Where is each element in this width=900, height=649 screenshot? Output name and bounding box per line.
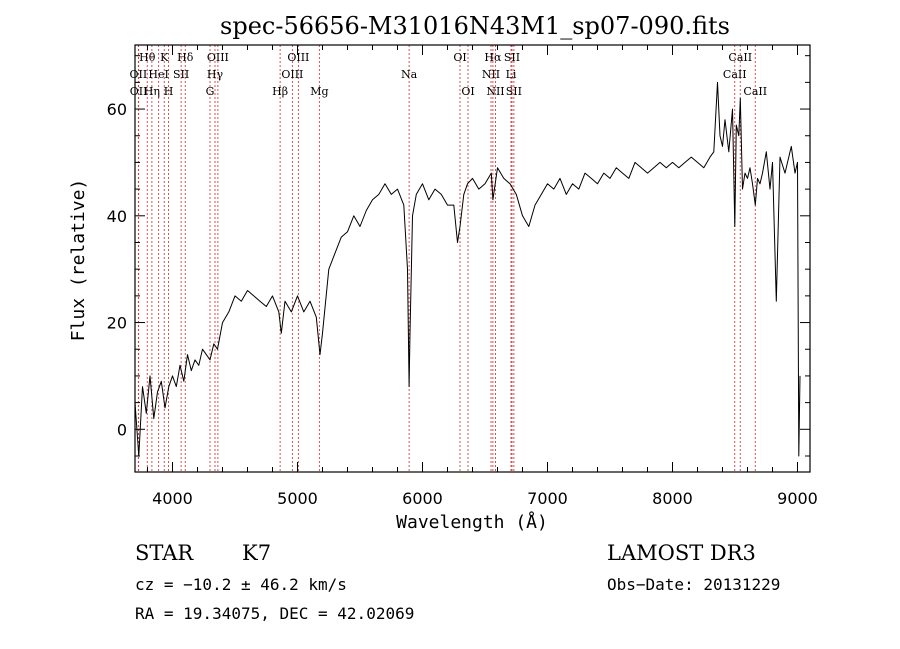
- spectrum-line: [134, 81, 801, 457]
- line-label: CaII: [728, 51, 752, 64]
- x-tick-label: 7000: [527, 489, 568, 508]
- x-tick-label: 9000: [777, 489, 818, 508]
- x-tick-label: 6000: [402, 489, 443, 508]
- emission-line-markers: [137, 45, 756, 472]
- line-label: SII: [506, 85, 522, 98]
- line-label: Hδ: [177, 51, 194, 64]
- x-tick-label: 4000: [152, 489, 193, 508]
- line-label: Mg: [310, 85, 328, 98]
- object-class: STAR: [135, 541, 194, 565]
- y-tick-label: 60: [107, 100, 127, 119]
- y-tick-label: 0: [117, 420, 127, 439]
- x-tick-label: 8000: [652, 489, 693, 508]
- line-label: OII: [130, 85, 148, 98]
- line-label: OIII: [207, 51, 229, 64]
- line-label: OI: [461, 85, 474, 98]
- line-label: OIII: [281, 68, 303, 81]
- line-label: OI: [453, 51, 466, 64]
- line-label: CaII: [743, 85, 767, 98]
- line-label: NII: [486, 85, 504, 98]
- line-label: Hα: [484, 51, 502, 64]
- sky-coordinates: RA = 19.34075, DEC = 42.02069: [135, 604, 414, 623]
- observation-date: Obs−Date: 20131229: [607, 575, 780, 594]
- line-label: H: [164, 85, 174, 98]
- line-label: Hη: [144, 85, 160, 98]
- line-label: K: [160, 51, 169, 64]
- y-axis-ticks: 0 20 40 60: [107, 55, 810, 457]
- line-label: CaII: [723, 68, 747, 81]
- x-axis-label: Wavelength (Å): [396, 511, 548, 533]
- survey-name: LAMOST DR3: [607, 541, 756, 565]
- y-axis-label: Flux (relative): [68, 179, 89, 342]
- line-label: Hγ: [207, 68, 224, 81]
- line-label: Li: [506, 68, 517, 81]
- line-label: OII: [130, 68, 148, 81]
- y-tick-label: 40: [107, 207, 127, 226]
- line-label: OIII: [287, 51, 309, 64]
- line-label: Hβ: [272, 85, 288, 98]
- line-label: SII: [173, 68, 189, 81]
- redshift-value: cz = −10.2 ± 46.2 km/s: [135, 575, 347, 594]
- spectral-subclass: K7: [242, 541, 271, 565]
- chart-title: spec-56656-M31016N43M1_sp07-090.fits: [220, 12, 730, 40]
- line-label: NII: [482, 68, 500, 81]
- line-label: Na: [401, 68, 418, 81]
- line-label: Hθ: [139, 51, 156, 64]
- y-tick-label: 20: [107, 314, 127, 333]
- line-label: G: [206, 85, 215, 98]
- line-label: HeI: [148, 68, 168, 81]
- line-label: SII: [504, 51, 520, 64]
- plot-frame: [134, 44, 811, 473]
- x-axis-ticks: 4000 5000 6000 7000 8000 9000: [147, 45, 818, 508]
- x-tick-label: 5000: [277, 489, 318, 508]
